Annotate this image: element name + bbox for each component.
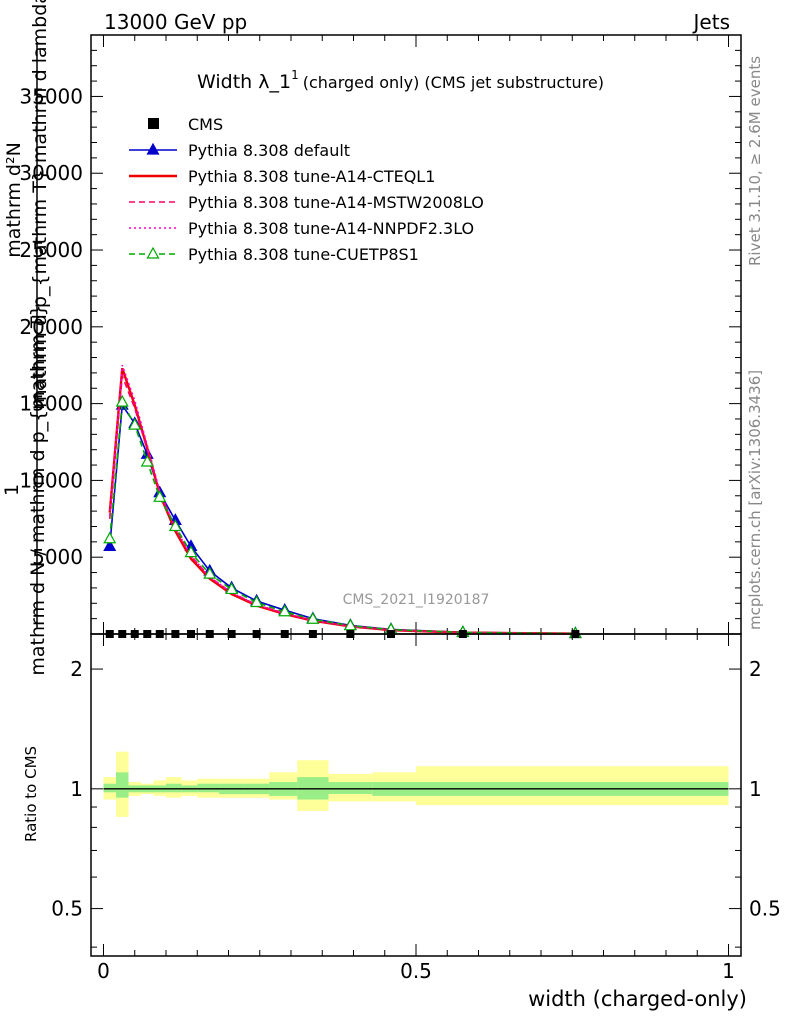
main-panel: 5000 10000 15000 20000 25000 30000 35000 CMS_2… [19, 34, 742, 639]
series-line [108, 399, 576, 635]
y-label-inner-num: 1 [1, 484, 23, 496]
rivet-version-text: Rivet 3.1.10, ≥ 2.6M events [746, 56, 764, 266]
y-tick-label: 10000 [19, 468, 83, 492]
x-axis-label: width (charged-only) [528, 987, 747, 1011]
series-line [108, 364, 576, 635]
series-marker [225, 582, 239, 595]
plot-title-sup: 1 [291, 68, 299, 82]
ratio-axis-ticks [91, 634, 741, 956]
series-marker [115, 394, 129, 407]
y-tick-label: 15000 [19, 392, 83, 416]
legend-item-pythia-8-308-tune-a14-cteql1: Pythia 8.308 tune-A14-CTEQL1 [129, 167, 435, 186]
ratio-y-tick-label-right: 2 [749, 657, 762, 681]
legend-swatch [148, 118, 159, 129]
ratio-y-tick-label-left: 0.5 [51, 897, 83, 921]
plot-title: Width λ_11 (charged only) (CMS jet substr… [197, 68, 604, 93]
series-marker [103, 539, 117, 552]
y-tick-label: 25000 [19, 238, 83, 262]
ratio-stat-band [197, 783, 220, 793]
x-tick-label: 0.5 [400, 959, 432, 983]
legend-label: Pythia 8.308 tune-A14-MSTW2008LO [188, 193, 484, 212]
legend-item-pythia-8-308-tune-a14-mstw2008lo: Pythia 8.308 tune-A14-MSTW2008LO [129, 193, 484, 212]
watermark: CMS_2021_I1920187 [343, 592, 490, 608]
y-tick-label: 35000 [19, 84, 83, 108]
series-marker [153, 490, 167, 502]
ratio-tick-labels: 0.5 0.5 1 1 2 2 [51, 657, 781, 921]
legend-item-cms: CMS [148, 115, 223, 134]
ratio-y-tick-label-left: 2 [70, 657, 83, 681]
series-marker [250, 595, 264, 608]
series-marker [343, 618, 357, 631]
y-tick-label: 5000 [32, 545, 83, 569]
legend-item-pythia-8-308-tune-cuetp8s1: Pythia 8.308 tune-CUETP8S1 [129, 245, 419, 264]
legend-item-pythia-8-308-default: Pythia 8.308 default [129, 141, 350, 160]
x-tick-label: 1 [722, 959, 735, 983]
legend: CMS Pythia 8.308 default Pythia 8.308 tune… [129, 115, 484, 264]
legend-label: Pythia 8.308 tune-CUETP8S1 [188, 245, 419, 264]
y-label-inner-den: mathrm d N / mathrm d p_{mathrm T} [27, 304, 49, 675]
ratio-y-tick-label-right: 0.5 [749, 897, 781, 921]
main-y-axis-label: mathrm d²N mathrm d p_{mathrm T} mathrm … [1, 0, 51, 676]
ratio-y-label: Ratio to CMS [22, 746, 40, 842]
legend-label: Pythia 8.308 tune-A14-NNPDF2.3LO [188, 219, 474, 238]
legend-marker [146, 142, 160, 155]
series-marker [168, 519, 182, 532]
series-marker [203, 566, 217, 579]
ratio-stat-band [103, 783, 116, 793]
header-left: 13000 GeV pp [104, 10, 247, 34]
main-axis-ticks [91, 35, 741, 634]
legend-marker [146, 246, 160, 259]
plot-title-main: Width λ_1 [197, 71, 291, 93]
series-pythia-8-308-tune-a14-nnpdf2-3lo [108, 364, 576, 635]
series-marker [128, 417, 142, 430]
header-right: Jets [692, 10, 730, 34]
y-label-num-outer: mathrm d²N [3, 142, 25, 258]
y-tick-label: 30000 [19, 161, 83, 185]
legend-label: Pythia 8.308 tune-A14-CTEQL1 [188, 167, 435, 186]
series-marker [278, 604, 292, 617]
ratio-bands [103, 751, 729, 817]
ratio-stat-band [166, 783, 182, 793]
legend-label: Pythia 8.308 default [188, 141, 350, 160]
legend-item-pythia-8-308-tune-a14-nnpdf2-3lo: Pythia 8.308 tune-A14-NNPDF2.3LO [129, 219, 474, 238]
ratio-panel: 0.5 0.51 12 2 Ratio to CMS 0 0.5 1 width (cha… [22, 633, 781, 1011]
series-marker [306, 612, 320, 624]
ratio-stat-band [328, 782, 373, 795]
series-marker [140, 454, 154, 467]
x-tick-label: 0 [97, 959, 110, 983]
plot-title-rest: (charged only) (CMS jet substructure) [303, 73, 604, 92]
mcplots-text: mcplots.cern.ch [arXiv:1306.3436] [746, 370, 764, 630]
y-tick-label: 20000 [19, 315, 83, 339]
ratio-stat-band [116, 772, 129, 798]
series-marker [103, 531, 117, 544]
series-marker [184, 545, 198, 558]
y-label-den-outer: mathrm d p_{mathrm T} mathrm d lambda [29, 0, 51, 408]
ratio-y-tick-label-left: 1 [70, 777, 83, 801]
x-tick-labels: 0 0.5 1 [97, 959, 735, 983]
legend-label: CMS [188, 115, 223, 134]
ratio-y-tick-label-right: 1 [749, 777, 762, 801]
main-y-tick-labels: 5000 10000 15000 20000 25000 30000 35000 [19, 84, 83, 569]
